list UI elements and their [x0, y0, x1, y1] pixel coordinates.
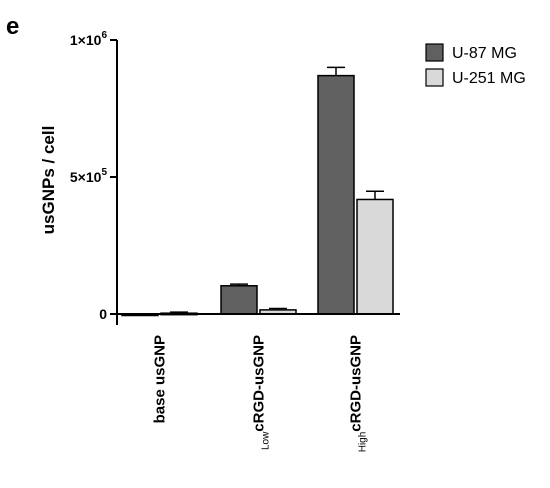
legend-label: U-251 MG	[452, 70, 526, 87]
category-label: HighcRGD-usGNP	[348, 335, 369, 452]
axes	[116, 40, 400, 325]
bars	[121, 66, 394, 317]
legend-swatch	[425, 68, 444, 87]
legend: U-87 MG U-251 MG	[425, 43, 526, 87]
legend-swatch	[425, 43, 444, 62]
y-axis-ticks: 0 5×105 1×106	[70, 30, 117, 322]
category-labels: base usGNP LowcRGD-usGNP HighcRGD-usGNP	[152, 335, 369, 452]
category-label: LowcRGD-usGNP	[251, 335, 272, 450]
legend-label: U-87 MG	[452, 45, 517, 62]
y-tick-label: 5×105	[70, 167, 108, 185]
bar-u-87-mg-2	[220, 285, 258, 315]
bar-u-87-mg-3	[317, 74, 355, 315]
bar-u-251-mg-3	[356, 198, 394, 315]
category-label: base usGNP	[152, 335, 169, 423]
panel-letter: e	[6, 13, 19, 40]
y-tick-label: 1×106	[70, 30, 108, 48]
y-axis-label: usGNPs / cell	[39, 126, 58, 235]
y-tick-label: 0	[99, 306, 107, 322]
